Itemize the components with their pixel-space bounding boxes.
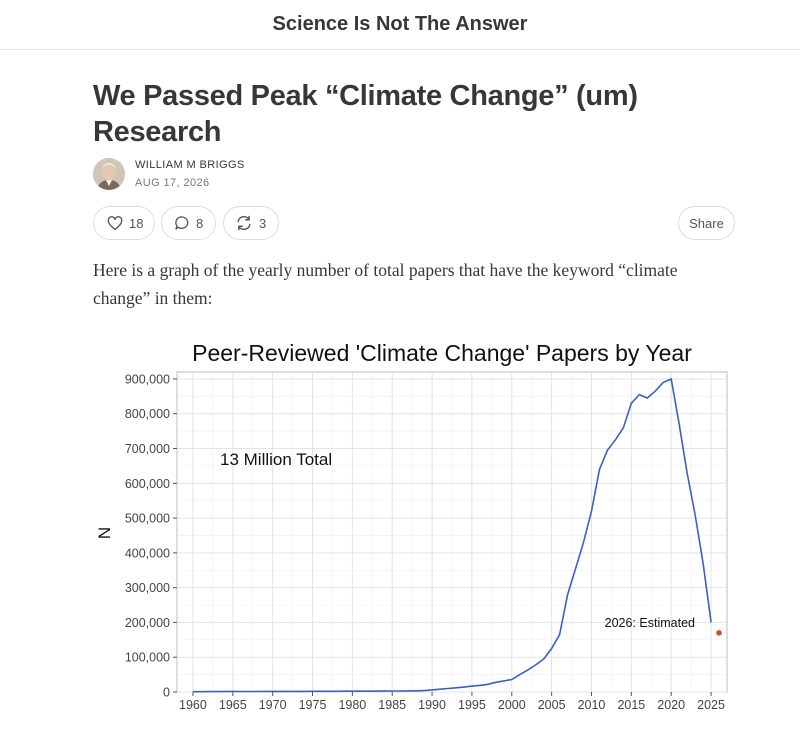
- y-tick-label: 800,000: [125, 407, 170, 421]
- publication-header: Science Is Not The Answer: [0, 0, 800, 50]
- x-tick-label: 1975: [299, 698, 327, 712]
- y-axis-label: N: [95, 527, 114, 539]
- papers-line-chart: Peer-Reviewed 'Climate Change' Papers by…: [95, 340, 728, 712]
- publication-title[interactable]: Science Is Not The Answer: [272, 13, 528, 35]
- comment-icon: [174, 215, 190, 231]
- x-tick-label: 2020: [657, 698, 685, 712]
- grid-lines: [177, 372, 727, 693]
- share-label: Share: [689, 215, 724, 231]
- x-tick-label: 1995: [458, 698, 486, 712]
- y-tick-label: 200,000: [125, 616, 170, 630]
- like-button[interactable]: 18: [93, 206, 155, 240]
- x-tick-label: 1985: [378, 698, 406, 712]
- article-header: We Passed Peak “Climate Change” (um) Res…: [93, 78, 743, 150]
- restack-count: 3: [259, 215, 267, 231]
- x-tick-label: 1960: [179, 698, 207, 712]
- share-button[interactable]: Share: [678, 206, 735, 240]
- y-tick-label: 500,000: [125, 512, 170, 526]
- y-tick-label: 700,000: [125, 442, 170, 456]
- restack-icon: [235, 215, 253, 231]
- series-line: [192, 377, 712, 693]
- estimate-point: [716, 630, 722, 636]
- byline: WILLIAM M BRIGGS AUG 17, 2026: [93, 158, 245, 190]
- x-tick-label: 1970: [259, 698, 287, 712]
- author-block: WILLIAM M BRIGGS AUG 17, 2026: [135, 159, 245, 189]
- article-body: Here is a graph of the yearly number of …: [93, 260, 678, 308]
- restack-button[interactable]: 3: [223, 206, 279, 240]
- chart-title: Peer-Reviewed 'Climate Change' Papers by…: [192, 340, 692, 366]
- chart-figure: Peer-Reviewed 'Climate Change' Papers by…: [60, 330, 800, 740]
- x-tick-label: 1980: [338, 698, 366, 712]
- estimate-annotation: 2026: Estimated: [605, 616, 695, 630]
- y-tick-label: 900,000: [125, 372, 170, 386]
- x-tick-label: 2010: [578, 698, 606, 712]
- heart-icon: [107, 215, 123, 231]
- post-date: AUG 17, 2026: [135, 177, 210, 189]
- action-bar: 18 8 3 Share: [93, 206, 735, 242]
- x-tick-label: 1965: [219, 698, 247, 712]
- y-tick-label: 400,000: [125, 546, 170, 560]
- y-tick-label: 0: [163, 686, 170, 700]
- comment-button[interactable]: 8: [161, 206, 216, 240]
- x-tick-label: 2015: [617, 698, 645, 712]
- x-tick-label: 2005: [538, 698, 566, 712]
- y-tick-label: 600,000: [125, 477, 170, 491]
- y-axis-ticks: 0 100,000 200,000 300,000 400,000 500,000 600,…: [125, 372, 177, 700]
- like-count: 18: [129, 215, 144, 231]
- avatar[interactable]: [93, 158, 125, 190]
- y-tick-label: 300,000: [125, 581, 170, 595]
- total-annotation: 13 Million Total: [220, 450, 332, 469]
- y-tick-label: 100,000: [125, 651, 170, 665]
- author-name[interactable]: WILLIAM M BRIGGS: [135, 159, 245, 171]
- article-headline: We Passed Peak “Climate Change” (um) Res…: [93, 80, 638, 148]
- x-tick-label: 2000: [498, 698, 526, 712]
- comment-count: 8: [196, 215, 204, 231]
- x-tick-label: 2025: [697, 698, 725, 712]
- x-tick-label: 1990: [418, 698, 446, 712]
- x-axis-ticks: 1960 1965 1970 1975 1980 1985 1990 1995 2000 2005…: [179, 692, 725, 712]
